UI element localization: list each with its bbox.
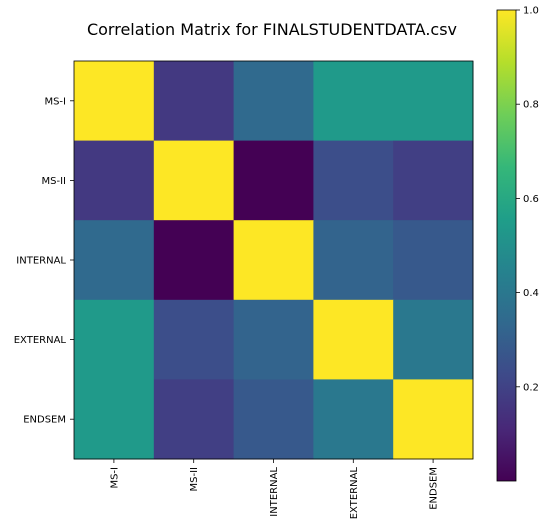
heatmap-cell-2-0 bbox=[74, 220, 155, 301]
colorbar bbox=[496, 9, 517, 482]
row-label: ENDSEM bbox=[23, 415, 66, 426]
heatmap-cell-1-4 bbox=[393, 140, 474, 221]
colorbar-tick-label: 0.4 bbox=[523, 288, 539, 299]
column-label: ENDSEM bbox=[429, 467, 440, 510]
heatmap-cell-4-1 bbox=[153, 379, 235, 460]
row-label: MS-I bbox=[44, 96, 66, 107]
heatmap-cell-3-3 bbox=[313, 299, 394, 380]
heatmap-cell-4-0 bbox=[74, 379, 155, 460]
heatmap-cell-1-2 bbox=[233, 140, 314, 221]
row-label: EXTERNAL bbox=[14, 335, 67, 346]
heatmap-cell-0-1 bbox=[153, 61, 235, 142]
colorbar-tick-label: 0.2 bbox=[523, 382, 539, 393]
row-label: INTERNAL bbox=[16, 256, 66, 267]
colorbar-tick-label: 0.8 bbox=[523, 100, 539, 111]
heatmap-cell-2-1 bbox=[153, 220, 235, 301]
heatmap-cell-0-3 bbox=[313, 61, 394, 142]
heatmap-cell-4-4 bbox=[393, 379, 474, 460]
row-tick-labels: MS-I MS-II INTERNAL EXTERNAL ENDSEM bbox=[14, 96, 74, 426]
row-label: MS-II bbox=[42, 176, 66, 187]
column-label: INTERNAL bbox=[269, 467, 280, 517]
heatmap-cell-4-3 bbox=[313, 379, 394, 460]
heatmap-cell-3-2 bbox=[233, 299, 314, 380]
colorbar-tick-label: 1.0 bbox=[523, 6, 539, 17]
heatmap-cell-2-2 bbox=[233, 220, 314, 301]
heatmap-cell-1-1 bbox=[153, 140, 235, 221]
heatmap-cell-1-3 bbox=[313, 140, 394, 221]
heatmap-cell-4-2 bbox=[233, 379, 314, 460]
chart-title: Correlation Matrix for FINALSTUDENTDATA.… bbox=[87, 20, 457, 39]
heatmap-cell-1-0 bbox=[74, 140, 155, 221]
heatmap-cell-0-4 bbox=[393, 61, 474, 142]
column-label: EXTERNAL bbox=[349, 467, 360, 520]
heatmap-cell-0-0 bbox=[74, 61, 155, 142]
heatmap-cell-3-1 bbox=[153, 299, 235, 380]
colorbar-ticks: 0.2 0.4 0.6 0.8 1.0 bbox=[516, 6, 539, 393]
column-label: MS-II bbox=[189, 467, 200, 491]
colorbar-tick-label: 0.6 bbox=[523, 194, 539, 205]
heatmap-cell-3-0 bbox=[74, 299, 155, 380]
heatmap-cell-2-4 bbox=[393, 220, 474, 301]
heatmap-cells bbox=[74, 61, 474, 460]
heatmap-cell-2-3 bbox=[313, 220, 394, 301]
column-label: MS-I bbox=[109, 467, 120, 489]
heatmap-frame bbox=[73, 60, 474, 460]
heatmap-cell-0-2 bbox=[233, 61, 314, 142]
column-tick-labels: MS-I MS-II INTERNAL EXTERNAL ENDSEM bbox=[109, 459, 440, 520]
heatmap-cell-3-4 bbox=[393, 299, 474, 380]
